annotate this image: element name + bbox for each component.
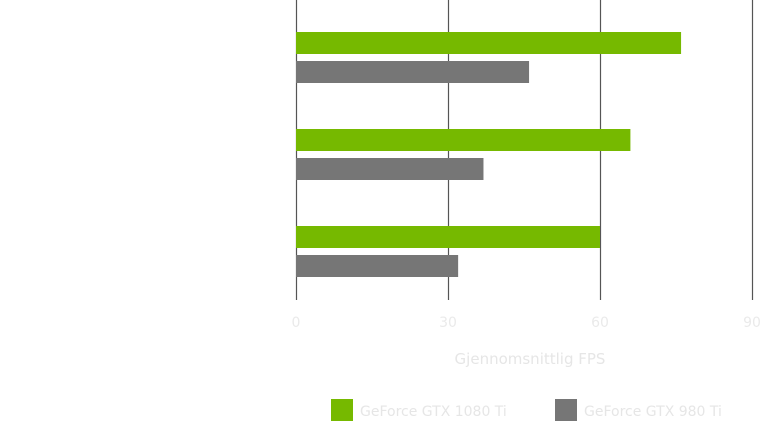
- legend-swatch-2: [555, 399, 577, 421]
- x-tick-label-90: 90: [743, 315, 761, 331]
- x-axis-title: Gjennomsnittlig FPS: [455, 350, 606, 368]
- legend: GeForce GTX 1080 Ti GeForce GTX 980 Ti: [331, 399, 722, 421]
- legend-swatch-1: [331, 399, 353, 421]
- bar-series2-group1: [296, 61, 530, 83]
- x-tick-label-60: 60: [591, 315, 609, 331]
- legend-label-2: GeForce GTX 980 Ti: [584, 404, 722, 420]
- legend-label-1: GeForce GTX 1080 Ti: [360, 404, 507, 420]
- x-axis-ticks: 0 30 60 90: [292, 315, 761, 331]
- x-tick-label-30: 30: [439, 315, 457, 331]
- bar-series1-group3: [296, 226, 600, 248]
- bar-series2-group2: [296, 158, 484, 180]
- bar-series2-group3: [296, 255, 459, 277]
- bars: [296, 32, 682, 277]
- x-tick-label-0: 0: [292, 315, 301, 331]
- bar-series1-group1: [296, 32, 682, 54]
- bar-series1-group2: [296, 129, 631, 151]
